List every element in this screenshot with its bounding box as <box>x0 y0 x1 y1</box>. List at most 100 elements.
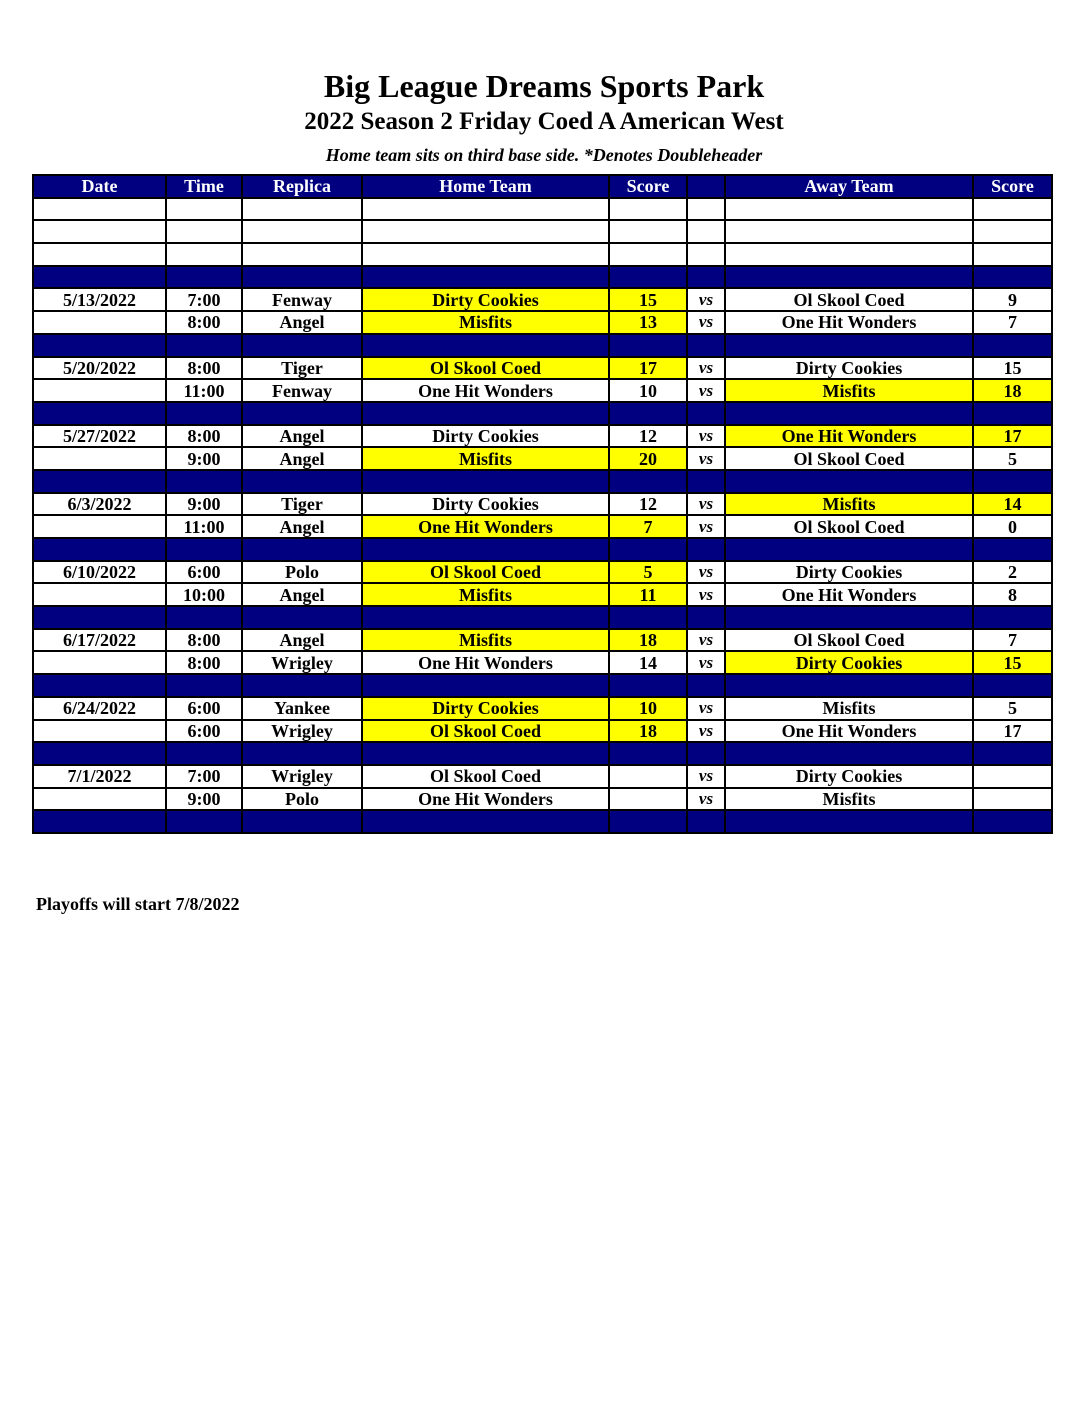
empty-cell <box>361 809 610 834</box>
empty-cell <box>32 400 167 426</box>
replica-cell: Angel <box>241 446 363 471</box>
game-row: 5/20/2022 8:00 Tiger Ol Skool Coed 17 vs Dirty… <box>32 355 1053 381</box>
vs-cell: vs <box>686 287 726 313</box>
empty-cell <box>686 400 726 426</box>
home-score-cell: 10 <box>608 695 688 721</box>
date-cell <box>32 582 167 608</box>
replica-cell: Wrigley <box>241 763 363 789</box>
vs-cell: vs <box>686 378 726 403</box>
playoffs-note: Playoffs will start 7/8/2022 <box>36 894 240 914</box>
empty-cell <box>686 537 726 562</box>
home-team-cell: One Hit Wonders <box>361 514 610 539</box>
empty-cell <box>165 219 243 245</box>
away-score-cell: 17 <box>972 718 1053 744</box>
empty-cell <box>608 332 688 358</box>
column-header-away-team: Away Team <box>724 174 974 199</box>
date-cell: 5/13/2022 <box>32 287 167 313</box>
date-cell: 6/17/2022 <box>32 627 167 653</box>
time-cell: 6:00 <box>165 695 243 721</box>
empty-cell <box>972 400 1053 426</box>
replica-cell: Angel <box>241 514 363 539</box>
away-score-cell: 15 <box>972 355 1053 381</box>
date-cell: 6/24/2022 <box>32 695 167 721</box>
separator-row <box>32 673 1053 698</box>
empty-cell <box>361 242 610 267</box>
blank-row <box>32 219 1053 245</box>
home-score-cell: 11 <box>608 582 688 608</box>
replica-cell: Wrigley <box>241 718 363 744</box>
game-row: 9:00 Angel Misfits 20 vs Ol Skool Coed 5 <box>32 446 1053 471</box>
empty-cell <box>686 468 726 494</box>
separator-row <box>32 400 1053 426</box>
time-cell: 9:00 <box>165 786 243 812</box>
time-cell: 8:00 <box>165 355 243 381</box>
empty-cell <box>361 605 610 630</box>
empty-cell <box>241 219 363 245</box>
empty-cell <box>361 219 610 245</box>
away-team-cell: Ol Skool Coed <box>724 514 974 539</box>
away-team-cell: Dirty Cookies <box>724 559 974 585</box>
home-score-cell: 18 <box>608 718 688 744</box>
empty-cell <box>724 605 974 630</box>
replica-cell: Angel <box>241 582 363 608</box>
empty-cell <box>686 196 726 222</box>
empty-cell <box>165 673 243 698</box>
vs-cell: vs <box>686 582 726 608</box>
date-cell: 5/20/2022 <box>32 355 167 381</box>
empty-cell <box>972 219 1053 245</box>
home-team-cell: Ol Skool Coed <box>361 355 610 381</box>
empty-cell <box>972 332 1053 358</box>
empty-cell <box>724 400 974 426</box>
vs-cell: vs <box>686 514 726 539</box>
empty-cell <box>241 809 363 834</box>
date-cell <box>32 718 167 744</box>
empty-cell <box>32 605 167 630</box>
empty-cell <box>361 196 610 222</box>
empty-cell <box>972 196 1053 222</box>
away-team-cell: Dirty Cookies <box>724 650 974 676</box>
empty-cell <box>241 332 363 358</box>
time-cell: 10:00 <box>165 582 243 608</box>
empty-cell <box>241 264 363 290</box>
empty-cell <box>361 468 610 494</box>
empty-cell <box>165 741 243 766</box>
empty-cell <box>608 264 688 290</box>
away-team-cell: Misfits <box>724 786 974 812</box>
replica-cell: Fenway <box>241 378 363 403</box>
game-row: 8:00 Wrigley One Hit Wonders 14 vs Dirty Cook… <box>32 650 1053 676</box>
vs-cell: vs <box>686 355 726 381</box>
date-cell <box>32 310 167 335</box>
away-score-cell: 5 <box>972 695 1053 721</box>
home-team-cell: Dirty Cookies <box>361 695 610 721</box>
game-row: 5/13/2022 7:00 Fenway Dirty Cookies 15 vs Ol S… <box>32 287 1053 313</box>
home-team-cell: Misfits <box>361 446 610 471</box>
empty-cell <box>972 741 1053 766</box>
replica-cell: Polo <box>241 786 363 812</box>
table-header-row: Date Time Replica Home Team Score Away Team Sc… <box>32 174 1053 199</box>
home-score-cell: 7 <box>608 514 688 539</box>
game-row: 9:00 Polo One Hit Wonders vs Misfits <box>32 786 1053 812</box>
home-score-cell <box>608 763 688 789</box>
column-header-replica: Replica <box>241 174 363 199</box>
game-row: 6/24/2022 6:00 Yankee Dirty Cookies 10 vs Misf… <box>32 695 1053 721</box>
empty-cell <box>686 741 726 766</box>
time-cell: 9:00 <box>165 491 243 517</box>
column-header-vs <box>686 174 726 199</box>
home-team-cell: Dirty Cookies <box>361 423 610 449</box>
game-row: 6/3/2022 9:00 Tiger Dirty Cookies 12 vs Misfit… <box>32 491 1053 517</box>
game-row: 10:00 Angel Misfits 11 vs One Hit Wonders 8 <box>32 582 1053 608</box>
time-cell: 11:00 <box>165 378 243 403</box>
empty-cell <box>165 242 243 267</box>
home-team-cell: Dirty Cookies <box>361 491 610 517</box>
home-team-cell: One Hit Wonders <box>361 378 610 403</box>
empty-cell <box>32 673 167 698</box>
empty-cell <box>32 219 167 245</box>
time-cell: 9:00 <box>165 446 243 471</box>
empty-cell <box>724 332 974 358</box>
separator-row <box>32 332 1053 358</box>
empty-cell <box>686 605 726 630</box>
away-team-cell: Dirty Cookies <box>724 355 974 381</box>
empty-cell <box>32 741 167 766</box>
away-team-cell: One Hit Wonders <box>724 310 974 335</box>
home-score-cell: 18 <box>608 627 688 653</box>
